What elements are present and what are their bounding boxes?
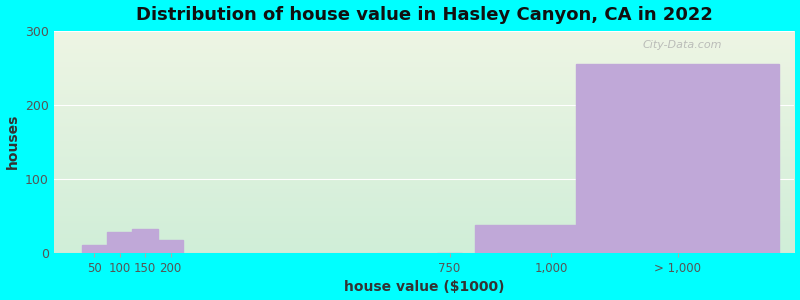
Title: Distribution of house value in Hasley Canyon, CA in 2022: Distribution of house value in Hasley Ca… — [136, 6, 713, 24]
Bar — [576, 64, 779, 253]
Y-axis label: houses: houses — [6, 114, 19, 170]
Bar — [475, 225, 627, 253]
Bar — [107, 232, 133, 253]
Bar — [133, 229, 158, 253]
Bar — [82, 245, 107, 253]
Text: City-Data.com: City-Data.com — [642, 40, 722, 50]
Bar — [158, 240, 183, 253]
X-axis label: house value ($1000): house value ($1000) — [344, 280, 504, 294]
